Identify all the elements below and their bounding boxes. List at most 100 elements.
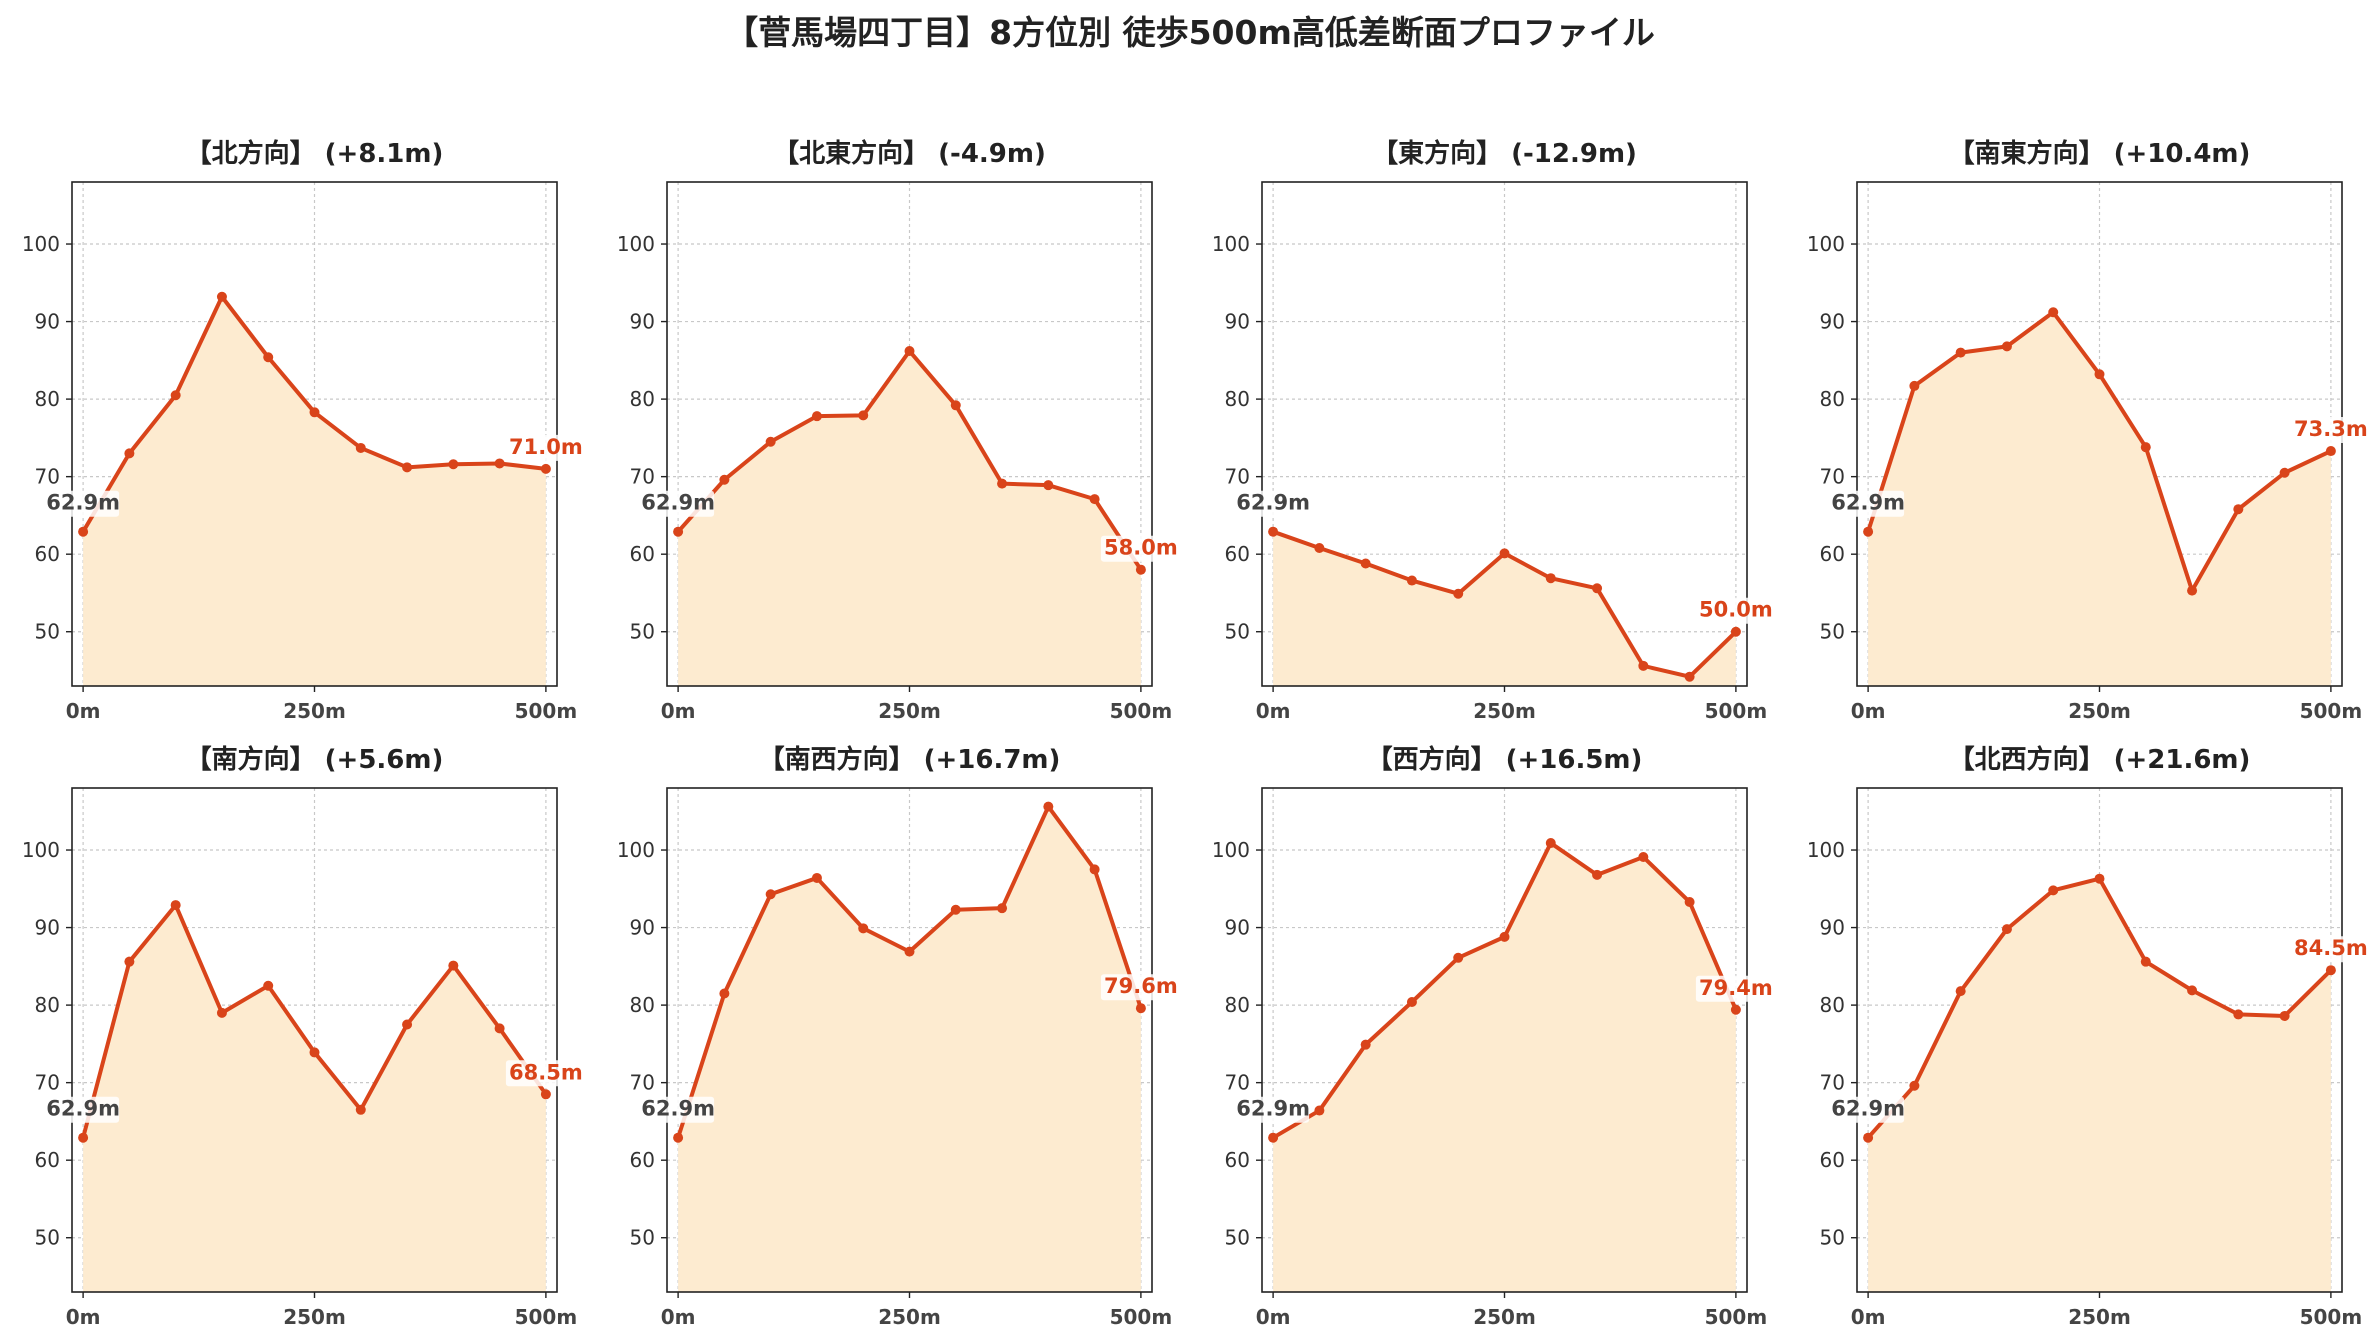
elevation-point — [719, 988, 730, 999]
y-tick-label: 70 — [1225, 1071, 1250, 1095]
elevation-point — [263, 980, 274, 991]
y-tick-label: 90 — [35, 310, 60, 334]
elevation-point — [1268, 1132, 1279, 1143]
y-tick-label: 60 — [1820, 1148, 1845, 1172]
x-tick-label: 0m — [661, 1305, 696, 1329]
start-label-box — [1237, 490, 1310, 517]
x-tick-label: 0m — [1851, 1305, 1886, 1329]
elevation-point — [1863, 526, 1874, 537]
elevation-point — [309, 407, 320, 418]
profile-panel: 50 60 70 80 90 100 0m 250m 500m 【北西方向】 (+21.6m) 62… — [1807, 744, 2371, 1329]
end-label-box — [1100, 974, 1181, 1001]
x-tick-label: 250m — [878, 699, 941, 723]
y-tick-label: 50 — [1820, 1226, 1845, 1250]
start-elevation-label: 62.9m — [1831, 491, 1905, 515]
y-tick-label: 70 — [630, 465, 655, 489]
end-label-box — [505, 434, 586, 461]
y-tick-label: 90 — [1225, 916, 1250, 940]
elevation-point — [1545, 573, 1556, 584]
elevation-point — [170, 900, 181, 911]
elevation-point — [1314, 542, 1325, 553]
x-tick-label: 250m — [1473, 1305, 1536, 1329]
start-elevation-label: 62.9m — [1236, 491, 1310, 515]
elevation-point — [2140, 956, 2151, 967]
elevation-point — [1406, 575, 1417, 586]
elevation-point — [124, 448, 135, 459]
elevation-point — [1730, 1004, 1741, 1015]
y-tick-label: 50 — [630, 620, 655, 644]
end-elevation-label: 79.6m — [1104, 974, 1178, 998]
y-tick-label: 50 — [1225, 1226, 1250, 1250]
elevation-point — [811, 872, 822, 883]
elevation-area — [83, 905, 546, 1292]
profile-panel: 50 60 70 80 90 100 0m 250m 500m 【北東方向】 (-4.9m) 62.… — [617, 138, 1181, 723]
start-label-box — [642, 490, 715, 517]
elevation-point — [1135, 1003, 1146, 1014]
elevation-area — [1868, 878, 2331, 1292]
elevation-point — [402, 1019, 413, 1030]
elevation-point — [858, 923, 869, 934]
elevation-point — [216, 291, 227, 302]
profile-panel: 50 60 70 80 90 100 0m 250m 500m 【南西方向】 (+16.7m) 62… — [617, 744, 1181, 1329]
elevation-point — [170, 390, 181, 401]
y-tick-label: 70 — [35, 465, 60, 489]
elevation-point — [78, 526, 89, 537]
x-tick-label: 500m — [1110, 1305, 1173, 1329]
y-tick-label: 90 — [1820, 916, 1845, 940]
y-tick-label: 50 — [630, 1226, 655, 1250]
panel-title: 【南方向】 (+5.6m) — [186, 744, 444, 775]
elevation-point — [1089, 494, 1100, 505]
elevation-point — [765, 436, 776, 447]
end-label-box — [2290, 936, 2371, 963]
end-label-box — [1100, 535, 1181, 562]
elevation-point — [494, 458, 505, 469]
panel-title: 【北方向】 (+8.1m) — [186, 138, 444, 169]
profile-panel: 50 60 70 80 90 100 0m 250m 500m 【北方向】 (+8.1m) 62.9… — [22, 138, 586, 723]
y-tick-label: 90 — [35, 916, 60, 940]
y-tick-label: 80 — [1225, 387, 1250, 411]
elevation-point — [1406, 997, 1417, 1008]
elevation-point — [2233, 1009, 2244, 1020]
start-label-box — [1832, 490, 1905, 517]
elevation-point — [1909, 380, 1920, 391]
start-label-box — [1237, 1096, 1310, 1123]
elevation-area — [1273, 531, 1736, 686]
elevation-point — [2279, 467, 2290, 478]
elevation-point — [2187, 985, 2198, 996]
y-tick-label: 90 — [1820, 310, 1845, 334]
elevation-point — [355, 442, 366, 453]
start-elevation-label: 62.9m — [46, 1097, 120, 1121]
elevation-point — [1638, 852, 1649, 863]
y-tick-label: 80 — [1225, 993, 1250, 1017]
y-tick-label: 90 — [630, 916, 655, 940]
elevation-point — [858, 410, 869, 421]
elevation-point — [1499, 548, 1510, 559]
end-elevation-label: 58.0m — [1104, 536, 1178, 560]
panel-title: 【西方向】 (+16.5m) — [1367, 744, 1643, 775]
elevation-point — [1638, 660, 1649, 671]
y-tick-label: 100 — [22, 232, 60, 256]
panel-title: 【北西方向】 (+21.6m) — [1949, 744, 2251, 775]
elevation-point — [997, 903, 1008, 914]
y-tick-label: 70 — [1225, 465, 1250, 489]
start-elevation-label: 62.9m — [46, 491, 120, 515]
elevation-point — [2094, 369, 2105, 380]
y-tick-label: 70 — [1820, 1071, 1845, 1095]
start-label-box — [47, 1096, 120, 1123]
elevation-point — [719, 474, 730, 485]
y-tick-label: 80 — [630, 387, 655, 411]
x-tick-label: 250m — [2068, 699, 2131, 723]
end-label-box — [2290, 417, 2371, 444]
end-label-box — [1695, 597, 1776, 624]
y-tick-label: 80 — [630, 993, 655, 1017]
elevation-point — [1909, 1080, 1920, 1091]
x-tick-label: 250m — [283, 699, 346, 723]
x-tick-label: 500m — [1705, 699, 1768, 723]
y-tick-label: 60 — [630, 542, 655, 566]
y-tick-label: 100 — [1212, 232, 1250, 256]
y-tick-label: 100 — [22, 838, 60, 862]
y-tick-label: 80 — [35, 387, 60, 411]
elevation-point — [1453, 952, 1464, 963]
